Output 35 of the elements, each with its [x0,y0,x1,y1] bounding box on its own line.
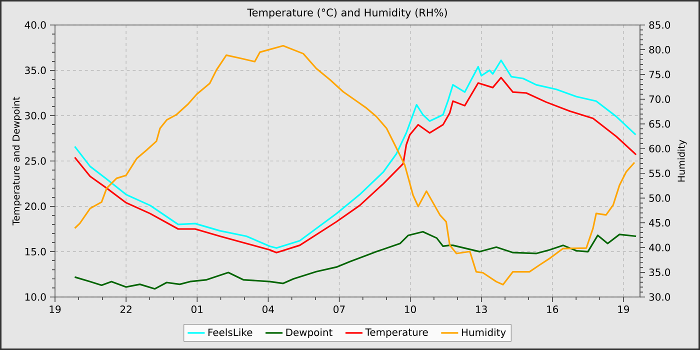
y2-tick-label: 35.0 [649,268,670,276]
legend-label: Temperature [365,328,428,338]
x-tick-label: 19 [618,306,630,314]
x-tick-label: 07 [334,306,345,314]
x-tick-label: 13 [476,306,487,314]
x-tick-label: 01 [191,306,203,314]
y2-tick-label: 30.0 [649,293,670,301]
y2-tick-label: 40.0 [649,244,670,252]
y2-tick-label: 45.0 [649,219,670,227]
x-tick-label: 19 [50,306,61,314]
x-tick-label: 16 [547,306,558,314]
y2-tick-label: 70.0 [649,95,670,103]
legend-label: Dewpoint [286,328,332,338]
y-axis-title: Temperature and Dewpoint [12,96,22,226]
y-tick-label: 40.0 [24,21,46,29]
y-tick-label: 15.0 [25,248,46,256]
y2-tick-label: 75.0 [649,70,670,78]
y2-axis-title: Humidity [678,140,687,182]
y2-tick-label: 65.0 [649,120,670,128]
x-tick-label: 04 [262,306,274,314]
legend-label: FeelsLike [208,328,252,336]
y2-tick-label: 80.0 [649,46,670,54]
y2-tick-label: 50.0 [649,194,670,202]
y-tick-label: 20.0 [25,202,46,210]
y-tick-label: 10.0 [25,293,46,301]
y2-tick-label: 55.0 [649,170,670,178]
y2-tick-label: 60.0 [649,144,670,152]
x-tick-label: 22 [120,306,132,313]
x-tick-label: 10 [405,306,416,314]
y-tick-label: 35.0 [25,66,46,74]
y-tick-label: 25.0 [25,157,46,165]
chart-title: Temperature (°C) and Humidity (RH%) [247,8,447,18]
y-tick-label: 30.0 [25,112,46,120]
legend-label: Humidity [462,328,506,338]
y2-tick-label: 85.0 [649,21,670,29]
